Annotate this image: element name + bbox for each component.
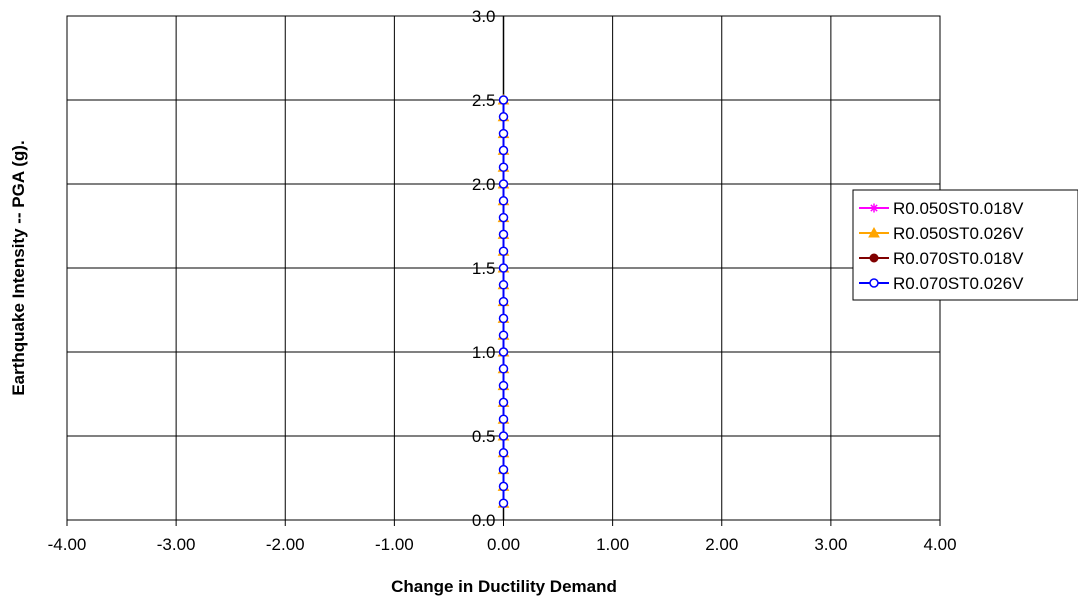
- x-tick-label: -4.00: [48, 535, 87, 554]
- x-tick-label: -2.00: [266, 535, 305, 554]
- x-axis-title: Change in Ductility Demand: [391, 577, 617, 596]
- legend-label: R0.070ST0.026V: [893, 274, 1024, 293]
- legend-label: R0.070ST0.018V: [893, 249, 1024, 268]
- y-tick-label: 2.0: [472, 175, 496, 194]
- series-group: [497, 93, 510, 508]
- data-point: [498, 162, 509, 172]
- data-point: [498, 145, 509, 156]
- tick-labels: -4.00 -3.00 -2.00 -1.00 0.00 1.00 2.00 3.00 4.00…: [48, 7, 957, 554]
- data-point: [498, 128, 509, 139]
- x-tick-label: 2.00: [705, 535, 738, 554]
- data-point: [498, 330, 509, 340]
- data-point: [498, 431, 509, 441]
- data-point: [498, 229, 509, 240]
- data-point: [498, 464, 509, 475]
- data-point: [498, 380, 509, 391]
- x-tick-label: -1.00: [375, 535, 414, 554]
- data-point: [498, 397, 509, 408]
- x-tick-label: -3.00: [157, 535, 196, 554]
- legend: R0.050ST0.018V R0.050ST0.026V R0.070ST0.01…: [852, 189, 1078, 301]
- data-point: [498, 196, 509, 206]
- data-point: [498, 347, 509, 357]
- data-point: [498, 246, 509, 256]
- y-tick-label: 2.5: [472, 91, 496, 110]
- data-point: [498, 448, 509, 458]
- data-point: [498, 481, 509, 492]
- x-tick-label: 4.00: [923, 535, 956, 554]
- y-axis-title: Earthquake Intensity -- PGA (g).: [9, 140, 28, 395]
- data-point: [498, 112, 509, 122]
- x-tick-label: 3.00: [814, 535, 847, 554]
- data-point: [498, 296, 509, 307]
- data-point: [498, 313, 509, 324]
- series-3: [498, 95, 509, 508]
- y-tick-label: 1.5: [472, 259, 496, 278]
- x-tick-label: 0.00: [487, 535, 520, 554]
- data-point: [498, 280, 509, 290]
- legend-marker: [869, 203, 879, 213]
- data-point: [498, 364, 509, 374]
- x-tick-label: 1.00: [596, 535, 629, 554]
- data-point: [498, 414, 509, 424]
- data-point: [498, 212, 509, 223]
- legend-label: R0.050ST0.026V: [893, 224, 1024, 243]
- data-point: [498, 498, 509, 508]
- y-tick-label: 0.0: [472, 511, 496, 530]
- legend-box: [852, 189, 1078, 301]
- data-point: [498, 95, 509, 105]
- y-tick-label: 0.5: [472, 427, 496, 446]
- data-point: [498, 179, 509, 189]
- data-point: [498, 263, 509, 273]
- y-tick-label: 3.0: [472, 7, 496, 26]
- legend-marker: [869, 253, 879, 263]
- legend-marker: [869, 278, 879, 288]
- legend-label: R0.050ST0.018V: [893, 199, 1024, 218]
- legend-marker: [868, 226, 880, 238]
- y-tick-label: 1.0: [472, 343, 496, 362]
